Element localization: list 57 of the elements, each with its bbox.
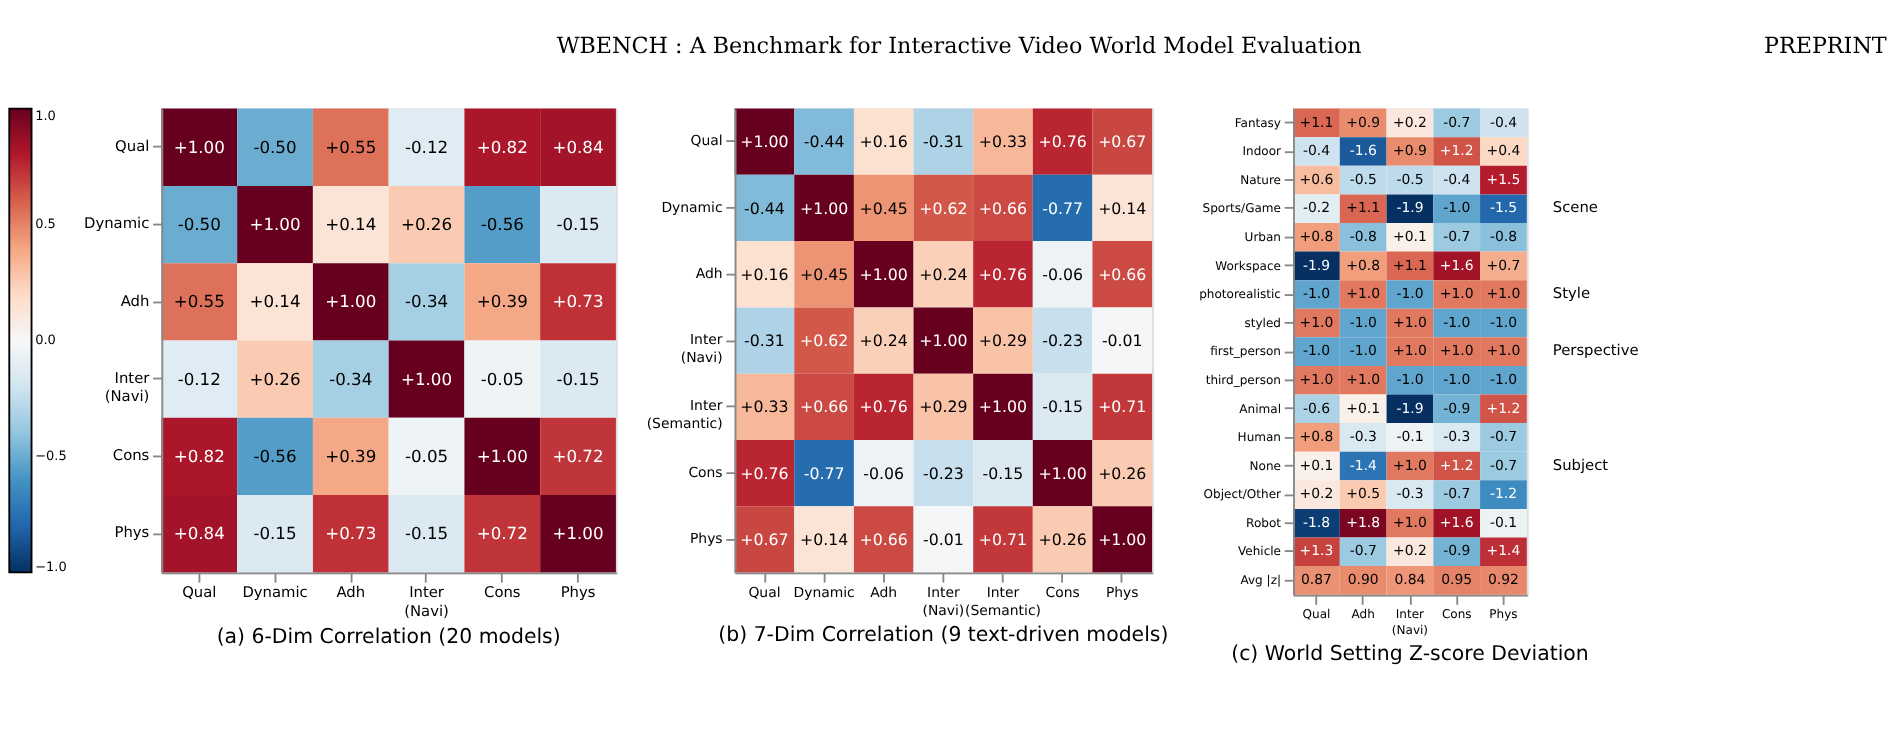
data-label: +1.00 [476,446,528,467]
data-label: -0.56 [480,214,524,235]
data-label: -0.34 [329,368,373,389]
text: WBENCH : A Benchmark for Interactive Video World Model Evaluation [556,32,1362,59]
data-label: +0.55 [173,291,225,312]
y2-tick-label: Subject [1552,455,1609,474]
y-tick-label: Cons [112,446,150,465]
data-label: +0.84 [173,523,225,544]
x-tick-label: Adh [336,583,366,602]
text: (c) World Setting Z-score Deviation [1231,643,1589,666]
data-label: -0.05 [404,446,449,467]
data-label: -0.56 [253,446,297,467]
y2-tick-label: Scene [1552,198,1599,217]
data-label: +1.00 [249,214,301,235]
data-label: -0.50 [253,136,297,157]
data-label: -0.15 [556,214,600,235]
data-label: +0.72 [552,446,604,467]
text: (a) 6-Dim Correlation (20 models) [216,626,561,649]
data-label: -0.34 [404,291,449,312]
data-label: +1.00 [173,136,225,157]
x-tick-label: Dynamic [242,583,308,602]
x-tick-label: Inter (Navi) [404,583,450,620]
y2-tick-label: Style [1552,284,1591,303]
data-label: +0.73 [325,523,377,544]
data-label: -0.05 [480,368,524,389]
data-label: -0.12 [404,136,449,157]
y-tick-label: Phys [114,523,150,542]
data-label: +0.39 [325,446,377,467]
data-label: +0.14 [325,214,377,235]
y-tick-label: Qual [115,136,150,155]
data-label: +0.72 [476,523,528,544]
x-tick-label: Cons [484,583,521,602]
y-tick-label: Inter (Navi) [104,368,152,406]
y-tick-label: Adh [120,291,150,310]
data-label: +0.84 [552,136,604,157]
data-label: +0.55 [325,136,377,157]
data-label: +0.26 [249,368,301,389]
data-label: -0.15 [253,523,297,544]
data-label: -0.12 [177,368,221,389]
y-tick-label: Dynamic [84,214,150,233]
data-label: +0.73 [552,291,604,312]
data-label: +0.14 [249,291,301,312]
data-label: +1.00 [325,291,377,312]
data-label: +1.00 [552,523,604,544]
x-tick-label: Qual [182,583,217,602]
text: PREPRINT [1763,32,1888,59]
text: (b) 7-Dim Correlation (9 text-driven models) [718,625,1169,648]
data-label: +0.82 [173,446,225,467]
data-label: +1.00 [401,368,453,389]
data-label: -0.50 [177,214,221,235]
y2-tick-label: Perspective [1552,341,1640,360]
data-label: -0.15 [556,368,600,389]
data-label: -0.15 [404,523,449,544]
data-label: +0.39 [476,291,528,312]
data-label: +0.82 [476,136,528,157]
x-tick-label: Phys [560,583,596,602]
data-label: +0.26 [401,214,453,235]
